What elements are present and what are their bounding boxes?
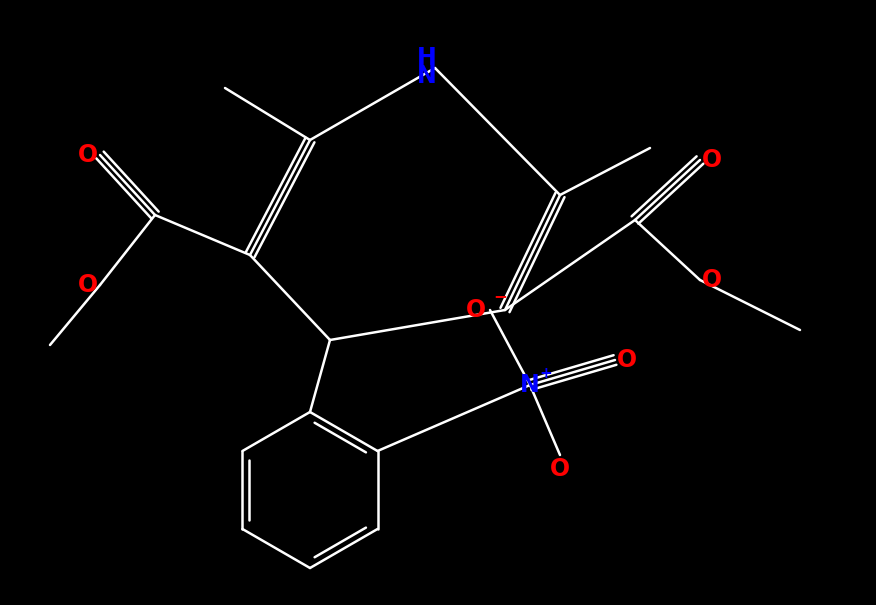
Text: N: N <box>520 373 540 397</box>
Text: O: O <box>466 298 486 322</box>
Text: +: + <box>540 365 553 381</box>
Text: O: O <box>78 143 98 167</box>
Text: H: H <box>417 46 437 70</box>
Text: O: O <box>702 148 722 172</box>
Text: O: O <box>78 273 98 297</box>
Text: −: − <box>493 287 507 305</box>
Text: N: N <box>417 64 437 88</box>
Text: O: O <box>702 268 722 292</box>
Text: O: O <box>617 348 637 372</box>
Text: O: O <box>550 457 570 481</box>
